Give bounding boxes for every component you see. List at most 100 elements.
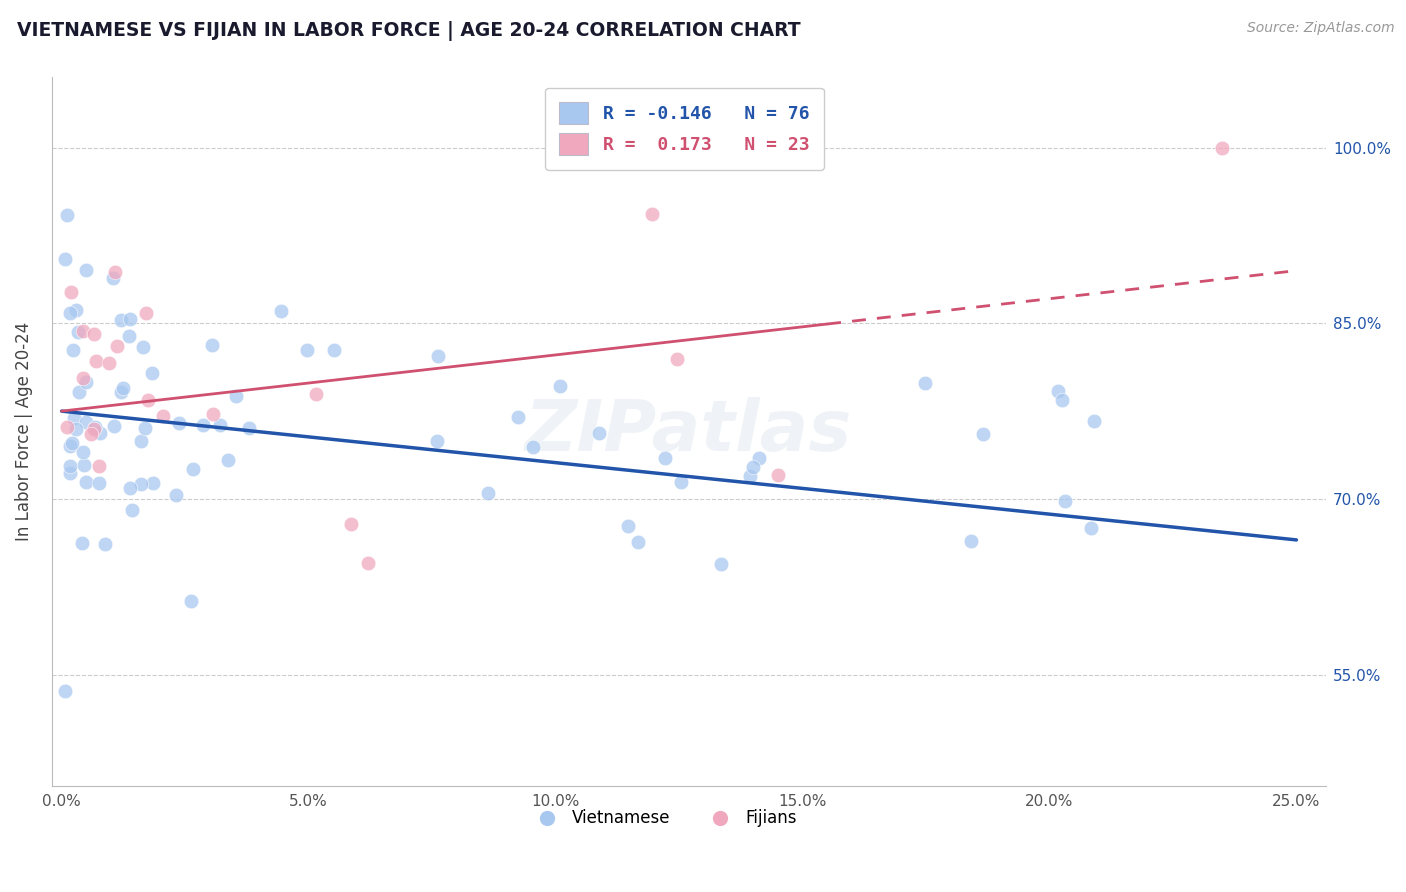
Point bbox=[72, 324, 94, 338]
Point bbox=[738, 469, 761, 483]
Point bbox=[86, 354, 108, 368]
Point bbox=[1080, 520, 1102, 534]
Point bbox=[63, 411, 86, 425]
Point bbox=[110, 385, 132, 400]
Point bbox=[65, 302, 87, 317]
Point bbox=[94, 537, 117, 551]
Point bbox=[914, 376, 936, 390]
Point bbox=[53, 252, 76, 266]
Point bbox=[201, 407, 224, 421]
Point bbox=[83, 422, 105, 436]
Point bbox=[75, 475, 97, 490]
Point bbox=[671, 475, 693, 490]
Point bbox=[181, 462, 204, 476]
Point bbox=[191, 418, 214, 433]
Point bbox=[238, 421, 260, 435]
Point bbox=[118, 481, 141, 495]
Y-axis label: In Labor Force | Age 20-24: In Labor Force | Age 20-24 bbox=[15, 322, 32, 541]
Point bbox=[766, 468, 789, 483]
Point bbox=[132, 340, 155, 354]
Point bbox=[56, 420, 79, 434]
Point bbox=[617, 519, 640, 533]
Point bbox=[118, 328, 141, 343]
Point bbox=[83, 420, 105, 434]
Point bbox=[53, 683, 76, 698]
Point bbox=[62, 343, 84, 358]
Point bbox=[588, 426, 610, 441]
Point bbox=[129, 434, 152, 449]
Point bbox=[959, 533, 981, 548]
Text: Source: ZipAtlas.com: Source: ZipAtlas.com bbox=[1247, 21, 1395, 36]
Point bbox=[548, 379, 571, 393]
Point bbox=[72, 371, 94, 385]
Point bbox=[135, 306, 157, 320]
Point bbox=[83, 327, 105, 342]
Point bbox=[180, 594, 202, 608]
Point bbox=[59, 466, 82, 480]
Point bbox=[72, 445, 94, 459]
Point bbox=[141, 366, 163, 380]
Point bbox=[972, 426, 994, 441]
Point bbox=[1046, 384, 1069, 398]
Point bbox=[111, 380, 134, 394]
Point bbox=[75, 375, 97, 389]
Point bbox=[357, 557, 380, 571]
Point bbox=[665, 352, 688, 367]
Point bbox=[339, 516, 361, 531]
Point bbox=[208, 418, 231, 433]
Point bbox=[710, 558, 733, 572]
Point bbox=[87, 475, 110, 490]
Point bbox=[60, 436, 83, 450]
Point bbox=[87, 458, 110, 473]
Point bbox=[1211, 141, 1233, 155]
Point bbox=[1054, 494, 1077, 508]
Point bbox=[522, 441, 544, 455]
Point bbox=[270, 304, 292, 318]
Point bbox=[1083, 414, 1105, 428]
Point bbox=[110, 313, 132, 327]
Point bbox=[59, 458, 82, 473]
Text: ZIPatlas: ZIPatlas bbox=[526, 397, 852, 467]
Point bbox=[129, 477, 152, 491]
Point bbox=[323, 343, 346, 357]
Point bbox=[101, 270, 124, 285]
Point bbox=[59, 305, 82, 319]
Point bbox=[627, 534, 650, 549]
Point bbox=[142, 476, 165, 491]
Point bbox=[103, 419, 125, 434]
Point bbox=[56, 208, 79, 222]
Point bbox=[66, 325, 89, 339]
Legend: Vietnamese, Fijians: Vietnamese, Fijians bbox=[523, 803, 803, 834]
Point bbox=[477, 486, 499, 500]
Point bbox=[75, 415, 97, 429]
Point bbox=[217, 453, 239, 467]
Point bbox=[167, 416, 190, 430]
Point bbox=[165, 488, 187, 502]
Point bbox=[105, 339, 128, 353]
Point bbox=[80, 427, 103, 442]
Point bbox=[134, 421, 156, 435]
Point bbox=[225, 389, 247, 403]
Point bbox=[295, 343, 318, 358]
Point bbox=[742, 460, 765, 475]
Point bbox=[98, 356, 121, 370]
Point bbox=[1050, 392, 1073, 407]
Point bbox=[69, 384, 91, 399]
Point bbox=[65, 422, 87, 436]
Point bbox=[426, 434, 449, 448]
Point bbox=[506, 410, 529, 425]
Point bbox=[152, 409, 174, 423]
Point bbox=[305, 387, 328, 401]
Point bbox=[641, 207, 664, 221]
Point bbox=[654, 450, 676, 465]
Point bbox=[427, 349, 450, 363]
Point bbox=[73, 458, 96, 473]
Point bbox=[104, 265, 127, 279]
Point bbox=[136, 392, 159, 407]
Text: VIETNAMESE VS FIJIAN IN LABOR FORCE | AGE 20-24 CORRELATION CHART: VIETNAMESE VS FIJIAN IN LABOR FORCE | AG… bbox=[17, 21, 800, 41]
Point bbox=[201, 337, 224, 351]
Point bbox=[70, 536, 93, 550]
Point bbox=[748, 451, 770, 466]
Point bbox=[121, 503, 143, 517]
Point bbox=[59, 440, 82, 454]
